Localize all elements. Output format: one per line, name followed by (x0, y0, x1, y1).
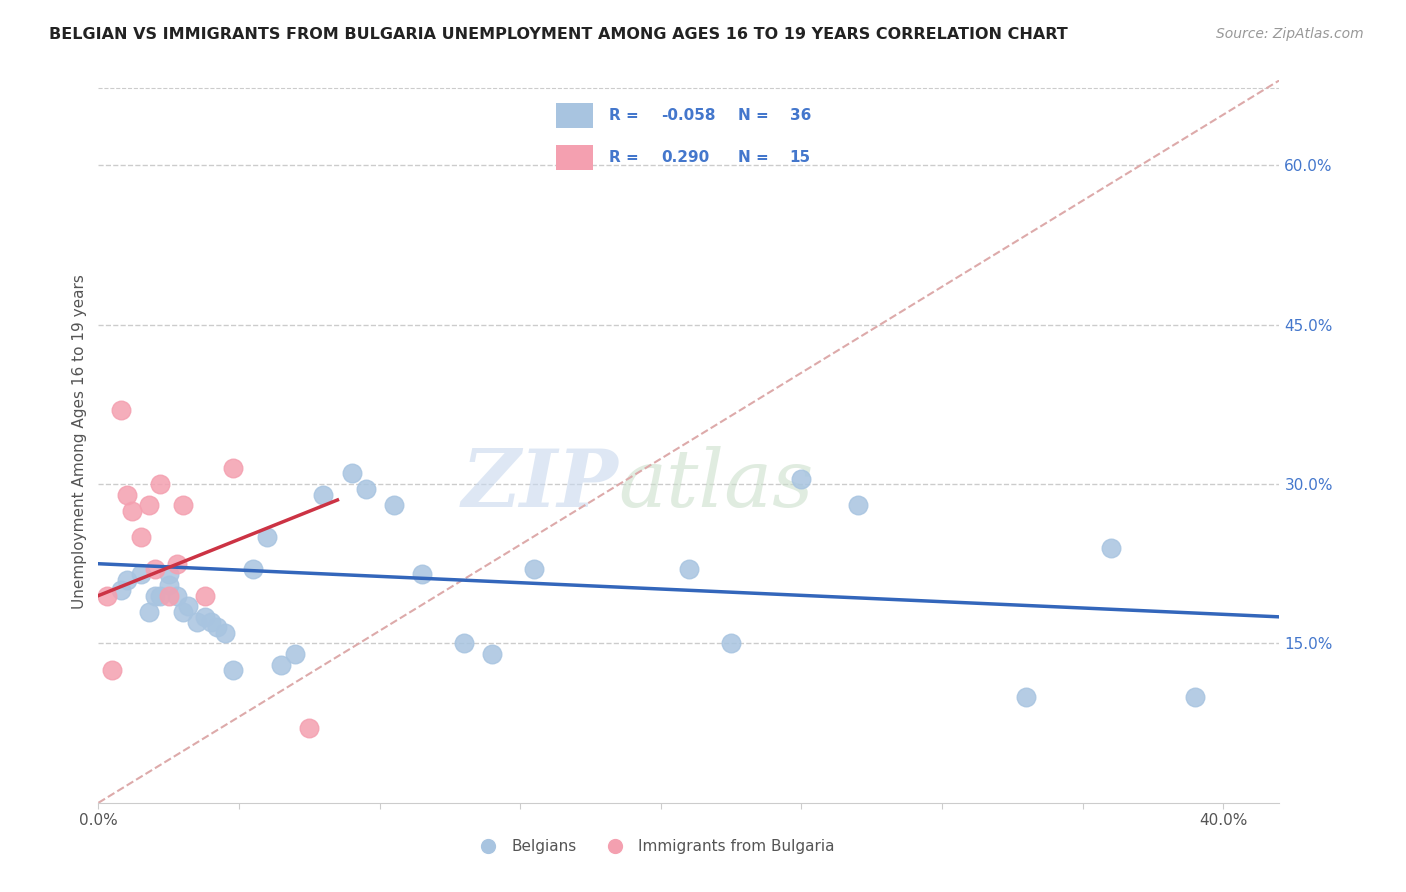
Point (110, 583, 132, 598)
Point (411, 567, 433, 582)
Point (523, 562, 546, 576)
Legend: Belgians, Immigrants from Bulgaria: Belgians, Immigrants from Bulgaria (467, 833, 841, 860)
Point (101, 663, 124, 677)
Point (312, 488, 335, 502)
Point (1184, 690, 1206, 704)
Point (172, 605, 194, 619)
Point (222, 461, 245, 475)
Point (157, 578, 180, 592)
Text: atlas: atlas (619, 446, 814, 524)
Point (242, 562, 264, 576)
Point (214, 625, 236, 640)
Point (720, 636, 742, 650)
Point (149, 477, 172, 491)
Point (138, 498, 160, 512)
Point (121, 503, 143, 517)
Point (149, 589, 172, 603)
Point (129, 567, 152, 582)
Point (790, 472, 813, 486)
Point (110, 402, 132, 417)
Point (284, 647, 307, 661)
Point (1099, 541, 1122, 555)
Point (157, 589, 180, 603)
Point (115, 488, 138, 502)
Point (846, 498, 869, 512)
Point (186, 615, 208, 630)
Y-axis label: Unemployment Among Ages 16 to 19 years: Unemployment Among Ages 16 to 19 years (72, 274, 87, 609)
Text: BELGIAN VS IMMIGRANTS FROM BULGARIA UNEMPLOYMENT AMONG AGES 16 TO 19 YEARS CORRE: BELGIAN VS IMMIGRANTS FROM BULGARIA UNEM… (49, 27, 1069, 42)
Point (340, 467, 363, 481)
Point (129, 530, 152, 544)
Point (270, 657, 292, 672)
Point (172, 498, 194, 512)
Point (298, 722, 321, 736)
Point (354, 483, 377, 497)
Point (138, 605, 160, 619)
Point (96, 589, 118, 603)
Point (1015, 690, 1038, 704)
Point (177, 599, 200, 614)
Point (194, 589, 217, 603)
Point (256, 530, 278, 544)
Point (200, 615, 222, 630)
Point (678, 562, 700, 576)
Text: Source: ZipAtlas.com: Source: ZipAtlas.com (1216, 27, 1364, 41)
Point (481, 647, 503, 661)
Point (194, 610, 217, 624)
Point (166, 589, 188, 603)
Point (143, 562, 166, 576)
Point (166, 557, 188, 571)
Point (222, 663, 245, 677)
Point (143, 589, 166, 603)
Point (453, 636, 475, 650)
Text: ZIP: ZIP (461, 446, 619, 524)
Point (157, 567, 180, 582)
Point (382, 498, 405, 512)
Point (205, 620, 228, 634)
Point (115, 573, 138, 587)
